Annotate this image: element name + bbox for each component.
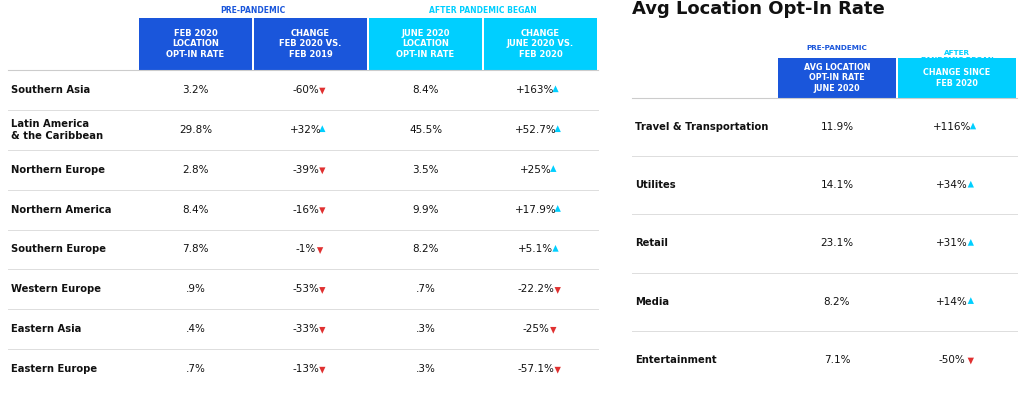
FancyBboxPatch shape [254, 18, 367, 70]
Polygon shape [319, 125, 326, 132]
Text: 29.8%: 29.8% [179, 125, 212, 135]
Text: .3%: .3% [416, 324, 435, 334]
Polygon shape [555, 125, 561, 132]
Text: -1%: -1% [295, 244, 315, 254]
Text: 3.2%: 3.2% [182, 85, 209, 95]
Polygon shape [319, 287, 326, 294]
Text: 2.8%: 2.8% [182, 165, 209, 174]
Text: AFTER
PANDEMIC BEGAN: AFTER PANDEMIC BEGAN [921, 50, 993, 63]
Text: Entertainment: Entertainment [635, 355, 717, 365]
Text: CHANGE SINCE
FEB 2020: CHANGE SINCE FEB 2020 [924, 68, 990, 88]
Polygon shape [319, 88, 326, 94]
Text: +17.9%: +17.9% [515, 205, 556, 215]
Polygon shape [968, 181, 974, 187]
Polygon shape [550, 327, 556, 334]
Text: Utilites: Utilites [635, 180, 676, 190]
Text: CHANGE
JUNE 2020 VS.
FEB 2020: CHANGE JUNE 2020 VS. FEB 2020 [507, 29, 574, 59]
Text: Southern Asia: Southern Asia [11, 85, 90, 95]
Text: Retail: Retail [635, 239, 668, 248]
FancyBboxPatch shape [139, 18, 252, 70]
FancyBboxPatch shape [484, 18, 597, 70]
Polygon shape [970, 123, 976, 129]
FancyBboxPatch shape [898, 58, 1016, 98]
Polygon shape [968, 297, 974, 304]
Text: -60%: -60% [292, 85, 318, 95]
Text: Travel & Transportation: Travel & Transportation [635, 122, 768, 132]
Text: +163%: +163% [516, 85, 555, 95]
Text: -33%: -33% [292, 324, 318, 334]
Text: Western Europe: Western Europe [11, 284, 101, 294]
Text: Media: Media [635, 297, 669, 307]
Text: +31%: +31% [936, 239, 968, 248]
Text: Eastern Asia: Eastern Asia [11, 324, 81, 334]
Text: PRE-PANDEMIC: PRE-PANDEMIC [220, 6, 286, 15]
Polygon shape [319, 367, 326, 374]
Polygon shape [968, 239, 974, 246]
Polygon shape [317, 247, 324, 254]
Text: +5.1%: +5.1% [518, 244, 553, 254]
Text: +116%: +116% [933, 122, 971, 132]
Text: 8.2%: 8.2% [823, 297, 850, 307]
Text: .3%: .3% [416, 364, 435, 374]
Text: +32%: +32% [290, 125, 322, 135]
Text: -50%: -50% [939, 355, 966, 365]
Polygon shape [555, 205, 561, 212]
Text: Eastern Europe: Eastern Europe [11, 364, 97, 374]
Text: 14.1%: 14.1% [820, 180, 854, 190]
Polygon shape [319, 208, 326, 214]
Text: -25%: -25% [522, 324, 549, 334]
Text: 7.8%: 7.8% [182, 244, 209, 254]
Text: 8.4%: 8.4% [182, 205, 209, 215]
Polygon shape [552, 245, 559, 252]
Text: -39%: -39% [292, 165, 318, 174]
Polygon shape [319, 327, 326, 334]
Text: .7%: .7% [185, 364, 206, 374]
Text: Avg Location Opt-In Rate: Avg Location Opt-In Rate [632, 0, 885, 18]
Text: 11.9%: 11.9% [820, 122, 854, 132]
Text: Southern Europe: Southern Europe [11, 244, 106, 254]
Text: 9.9%: 9.9% [413, 205, 438, 215]
Text: +25%: +25% [519, 165, 551, 174]
Text: -22.2%: -22.2% [517, 284, 554, 294]
Polygon shape [555, 287, 561, 294]
Text: .4%: .4% [185, 324, 206, 334]
Polygon shape [968, 358, 974, 364]
Text: 45.5%: 45.5% [409, 125, 442, 135]
Text: PRE-PANDEMIC: PRE-PANDEMIC [807, 45, 867, 51]
Text: .9%: .9% [185, 284, 206, 294]
Text: Northern America: Northern America [11, 205, 112, 215]
Polygon shape [550, 165, 556, 172]
Text: -13%: -13% [292, 364, 318, 374]
Text: Northern Europe: Northern Europe [11, 165, 105, 174]
Text: +52.7%: +52.7% [515, 125, 556, 135]
FancyBboxPatch shape [778, 58, 896, 98]
Text: +14%: +14% [936, 297, 968, 307]
Text: 8.4%: 8.4% [413, 85, 438, 95]
Text: AVG LOCATION
OPT-IN RATE
JUNE 2020: AVG LOCATION OPT-IN RATE JUNE 2020 [804, 63, 870, 93]
Text: .7%: .7% [416, 284, 435, 294]
Polygon shape [555, 367, 561, 374]
Text: AFTER PANDEMIC BEGAN: AFTER PANDEMIC BEGAN [429, 6, 537, 15]
Text: -57.1%: -57.1% [517, 364, 554, 374]
Text: 8.2%: 8.2% [413, 244, 438, 254]
Text: 3.5%: 3.5% [413, 165, 438, 174]
Text: CHANGE
FEB 2020 VS.
FEB 2019: CHANGE FEB 2020 VS. FEB 2019 [280, 29, 342, 59]
Polygon shape [552, 85, 559, 92]
Text: -53%: -53% [292, 284, 318, 294]
Text: FEB 2020
LOCATION
OPT-IN RATE: FEB 2020 LOCATION OPT-IN RATE [167, 29, 224, 59]
Text: Latin America
& the Caribbean: Latin America & the Caribbean [11, 119, 103, 141]
Text: 7.1%: 7.1% [823, 355, 850, 365]
FancyBboxPatch shape [369, 18, 482, 70]
Text: JUNE 2020
LOCATION
OPT-IN RATE: JUNE 2020 LOCATION OPT-IN RATE [396, 29, 455, 59]
Text: 23.1%: 23.1% [820, 239, 854, 248]
Text: -16%: -16% [292, 205, 318, 215]
Polygon shape [319, 167, 326, 174]
Text: +34%: +34% [936, 180, 968, 190]
